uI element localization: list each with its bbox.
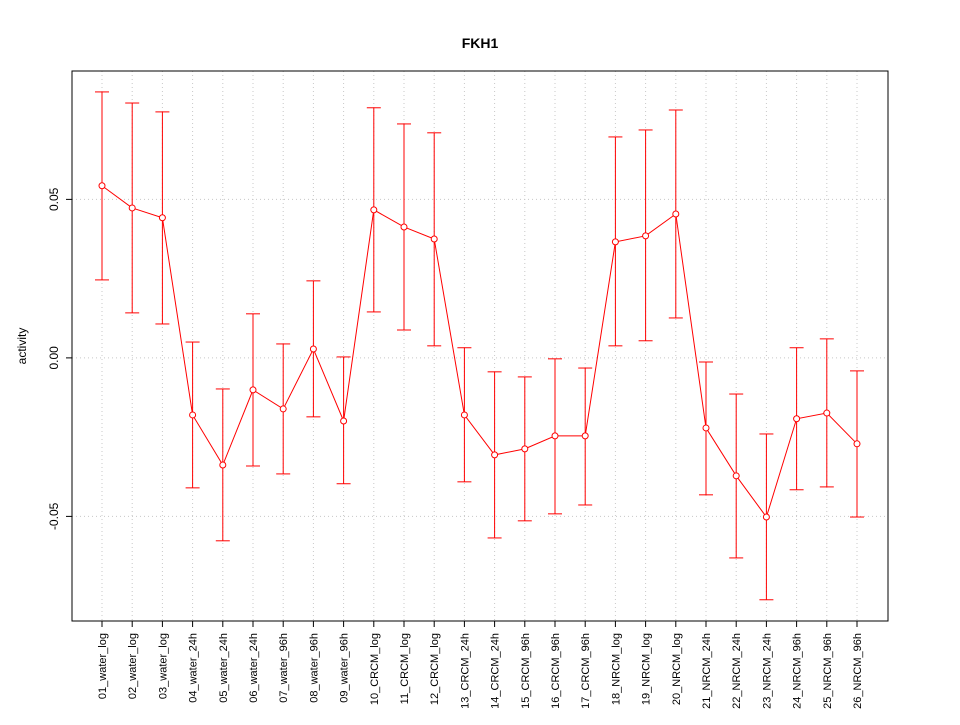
data-point bbox=[521, 445, 529, 453]
x-tick-label: 15_CRCM_96h bbox=[520, 633, 532, 709]
x-tick-label: 11_CRCM_log bbox=[399, 633, 411, 704]
series-line bbox=[101, 185, 858, 519]
data-point bbox=[309, 345, 317, 353]
plot-frame bbox=[71, 70, 889, 622]
data-point bbox=[491, 451, 499, 459]
x-tick-label: 03_water_log bbox=[157, 633, 169, 699]
x-tick-label: 16_CRCM_96h bbox=[550, 633, 562, 709]
data-point bbox=[460, 411, 468, 419]
data-point bbox=[219, 461, 227, 469]
y-tick-label: -0.05 bbox=[47, 502, 61, 530]
x-tick-label: 07_water_96h bbox=[278, 633, 290, 703]
x-tick-label: 22_NRCM_24h bbox=[731, 633, 743, 709]
data-point bbox=[581, 432, 589, 440]
data-point bbox=[249, 386, 257, 394]
x-tick-label: 02_water_log bbox=[127, 633, 139, 699]
data-point bbox=[702, 424, 710, 432]
data-point bbox=[762, 513, 770, 521]
y-axis-label: activity bbox=[15, 328, 29, 365]
data-point bbox=[853, 440, 861, 448]
x-tick-label: 05_water_24h bbox=[218, 633, 230, 703]
data-marks bbox=[95, 91, 864, 601]
data-point bbox=[158, 214, 166, 222]
y-tick-label: 0.05 bbox=[47, 187, 61, 211]
data-point bbox=[400, 223, 408, 231]
data-point bbox=[340, 417, 348, 425]
x-tick-label: 06_water_24h bbox=[248, 633, 260, 703]
x-tick-label: 23_NRCM_24h bbox=[761, 633, 773, 709]
data-point bbox=[128, 204, 136, 212]
data-point bbox=[98, 182, 106, 190]
data-point bbox=[732, 472, 740, 480]
x-tick-label: 08_water_96h bbox=[308, 633, 320, 703]
data-point bbox=[823, 409, 831, 417]
x-tick-label: 09_water_96h bbox=[339, 633, 351, 703]
data-point bbox=[279, 405, 287, 413]
x-tick-label: 18_NRCM_log bbox=[610, 633, 622, 705]
x-tick-label: 17_CRCM_96h bbox=[580, 633, 592, 709]
data-point bbox=[672, 210, 680, 218]
x-tick-label: 04_water_24h bbox=[188, 633, 200, 703]
x-tick-label: 10_CRCM_log bbox=[369, 633, 381, 705]
x-tick-label: 24_NRCM_96h bbox=[792, 633, 804, 709]
grid bbox=[72, 71, 888, 621]
x-tick-label: 25_NRCM_96h bbox=[822, 633, 834, 709]
x-tick-label: 13_CRCM_24h bbox=[459, 633, 471, 709]
y-tick-label: 0.00 bbox=[47, 346, 61, 370]
data-point bbox=[793, 415, 801, 423]
data-point bbox=[189, 411, 197, 419]
x-tick-label: 14_CRCM_24h bbox=[490, 633, 502, 709]
data-point bbox=[430, 235, 438, 243]
x-tick-label: 19_NRCM_log bbox=[641, 633, 653, 705]
axes: -0.05 0.00 0.05 01_water_log 02_water_log 03_… bbox=[47, 187, 864, 708]
x-tick-label: 26_NRCM_96h bbox=[852, 633, 864, 709]
data-point bbox=[642, 232, 650, 240]
data-point bbox=[611, 238, 619, 246]
chart-title: FKH1 bbox=[462, 35, 499, 51]
data-point bbox=[551, 432, 559, 440]
x-tick-label: 20_NRCM_log bbox=[671, 633, 683, 705]
x-tick-label: 21_NRCM_24h bbox=[701, 633, 713, 709]
x-tick-label: 01_water_log bbox=[97, 633, 109, 699]
x-tick-label: 12_CRCM_log bbox=[429, 633, 441, 705]
data-point bbox=[370, 206, 378, 214]
